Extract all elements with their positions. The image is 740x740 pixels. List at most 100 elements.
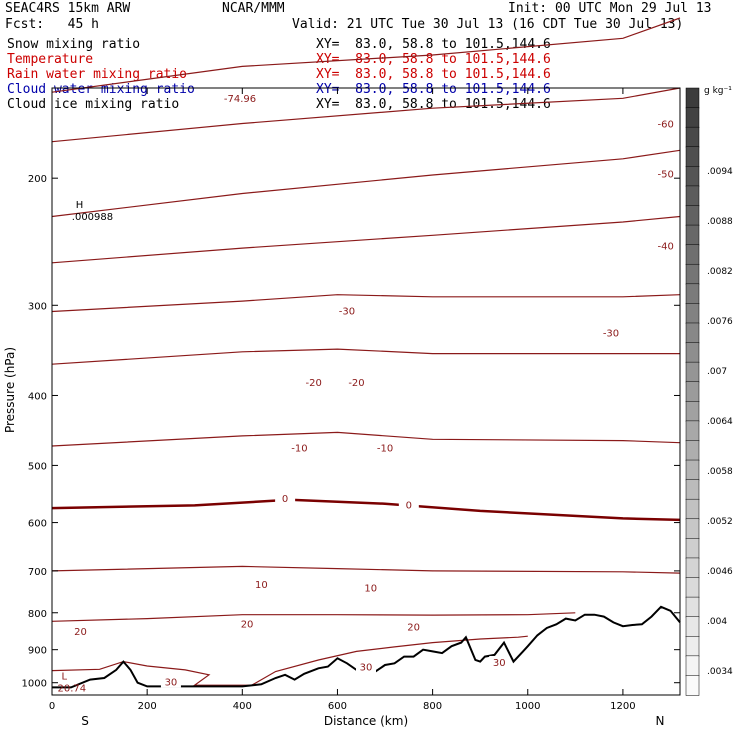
colorbar-swatch: [685, 401, 700, 422]
colorbar-swatch: [685, 224, 700, 246]
y-tick-label: 300: [28, 301, 47, 312]
x-tick-label: 200: [138, 701, 157, 712]
contour-label: 0: [406, 500, 412, 511]
colorbar-swatch: [685, 303, 700, 324]
colorbar-swatch: [685, 636, 700, 657]
isotherm-line: [51, 348, 680, 365]
isotherm-line: [51, 215, 681, 264]
isotherm-line: [51, 294, 681, 313]
colorbar-swatch: [685, 596, 700, 618]
contour-label: -20: [348, 378, 364, 389]
top-contour-label: -74.96: [224, 94, 256, 105]
colorbar-tick-label: .0058: [707, 467, 733, 477]
y-tick-label: 800: [28, 609, 47, 620]
contour-label-bg: [70, 625, 91, 638]
colorbar-swatch: [685, 479, 700, 500]
isotherm-line: [51, 17, 681, 93]
colorbar-swatch: [685, 107, 700, 128]
contour-label: 20: [74, 627, 87, 638]
contour-label-bg: [356, 660, 376, 673]
contour-label-bg: [303, 375, 324, 388]
contour-label: 30: [165, 677, 178, 688]
contour-label-bg: [251, 578, 272, 591]
contour-label: 20: [407, 623, 420, 634]
isotherm-line: [51, 431, 681, 447]
contour-label: -30: [339, 306, 355, 317]
colorbar-swatch: [685, 557, 700, 579]
colorbar-swatch: [685, 185, 700, 207]
contour-label: -30: [603, 328, 619, 339]
x-tick-label: 0: [49, 701, 55, 712]
high-symbol: H: [76, 200, 84, 211]
colorbar-tick-label: .0082: [707, 267, 733, 277]
contour-label: 10: [364, 583, 377, 594]
colorbar-tick-label: .0094: [707, 167, 733, 177]
x-tick-label: 600: [328, 701, 347, 712]
field-xy-temperature: XY= 83.0, 58.8 to 101.5,144.6: [316, 52, 551, 67]
contour-label: -60: [658, 120, 674, 131]
colorbar-tick-label: .004: [707, 617, 727, 627]
field-name-temperature: Temperature: [7, 52, 94, 67]
y-tick-label: 700: [28, 567, 47, 578]
contour-label-bg: [398, 498, 419, 511]
contour-label: 30: [360, 663, 373, 674]
y-tick-label: 500: [28, 461, 47, 472]
model-title: SEAC4RS 15km ARW: [5, 1, 131, 16]
y-tick-label: 1000: [22, 679, 47, 690]
x-tick-label: 1200: [610, 701, 635, 712]
colorbar-swatch: [685, 244, 700, 265]
isotherm-line: [51, 565, 681, 574]
y-tick-label: 900: [28, 646, 47, 657]
plot-frame: [51, 87, 681, 696]
field-name-cloud-ice: Cloud ice mixing ratio: [7, 97, 180, 112]
y-tick-label: 400: [28, 391, 47, 402]
colorbar-swatch: [685, 498, 700, 520]
field-name-snow: Snow mixing ratio: [7, 37, 141, 52]
colorbar-swatch: [685, 420, 700, 442]
organization: NCAR/MMM: [222, 1, 285, 16]
contour-label-bg: [655, 167, 676, 180]
isotherm-line: [51, 498, 681, 522]
terrain-layer: [52, 605, 681, 689]
isotherm-line: [51, 87, 681, 143]
colorbar-tick-label: .007: [707, 367, 727, 377]
x-axis-label: Distance (km): [324, 714, 408, 728]
contour-label-bg: [336, 304, 357, 317]
colorbar-swatch: [685, 675, 700, 696]
contour-label-bg: [403, 620, 424, 633]
init-time: Init: 00 UTC Mon 29 Jul 13: [508, 1, 712, 16]
colorbar-swatch: [685, 166, 700, 187]
y-tick-label: 200: [28, 174, 47, 185]
contour-label: -40: [658, 242, 674, 253]
isotherm-line: [51, 149, 681, 218]
field-xy-snow: XY= 83.0, 58.8 to 101.5,144.6: [316, 37, 551, 52]
colorbar-swatch: [685, 459, 700, 481]
colorbar-tick-label: .0046: [707, 567, 733, 577]
contour-label: -50: [658, 169, 674, 180]
colorbar-swatch: [685, 87, 700, 109]
colorbar-tick-label: .0076: [707, 317, 733, 327]
colorbar-swatch: [685, 577, 700, 598]
y-tick-label: 600: [28, 519, 47, 530]
colorbar-swatch: [685, 440, 700, 461]
forecast-hour: Fcst: 45 h: [5, 17, 99, 32]
colorbar-swatch: [685, 126, 700, 148]
colorbar-swatch: [685, 205, 700, 226]
field-xy-rain: XY= 83.0, 58.8 to 101.5,144.6: [316, 67, 551, 82]
colorbar-swatch: [685, 518, 700, 540]
y-axis-label: Pressure (hPa): [3, 347, 17, 433]
colorbar-swatch: [685, 361, 700, 383]
colorbar-tick-label: .0034: [707, 667, 733, 677]
x-axis-south-label: S: [81, 714, 89, 728]
colorbar-swatch: [685, 655, 700, 677]
x-tick-label: 800: [423, 701, 442, 712]
extremum-value: .000988: [72, 212, 113, 223]
colorbar-swatch: [685, 381, 700, 403]
field-xy-cloud-water: XY= 83.0, 58.8 to 101.5,144.6: [316, 82, 551, 97]
axes-layer: 0 200 400 600 800 1000 12002003004005006007008…: [22, 88, 680, 712]
contour-label-layer: -60 -50 -40 -30 -30 -20 -20 -10 -10 0 0 10 10 20 20 20 3…: [58, 94, 676, 695]
colorbar-tick-label: .0064: [707, 417, 733, 427]
contour-label-bg: [275, 492, 296, 505]
colorbar-swatch: [685, 538, 700, 559]
contour-label-bg: [289, 441, 310, 454]
